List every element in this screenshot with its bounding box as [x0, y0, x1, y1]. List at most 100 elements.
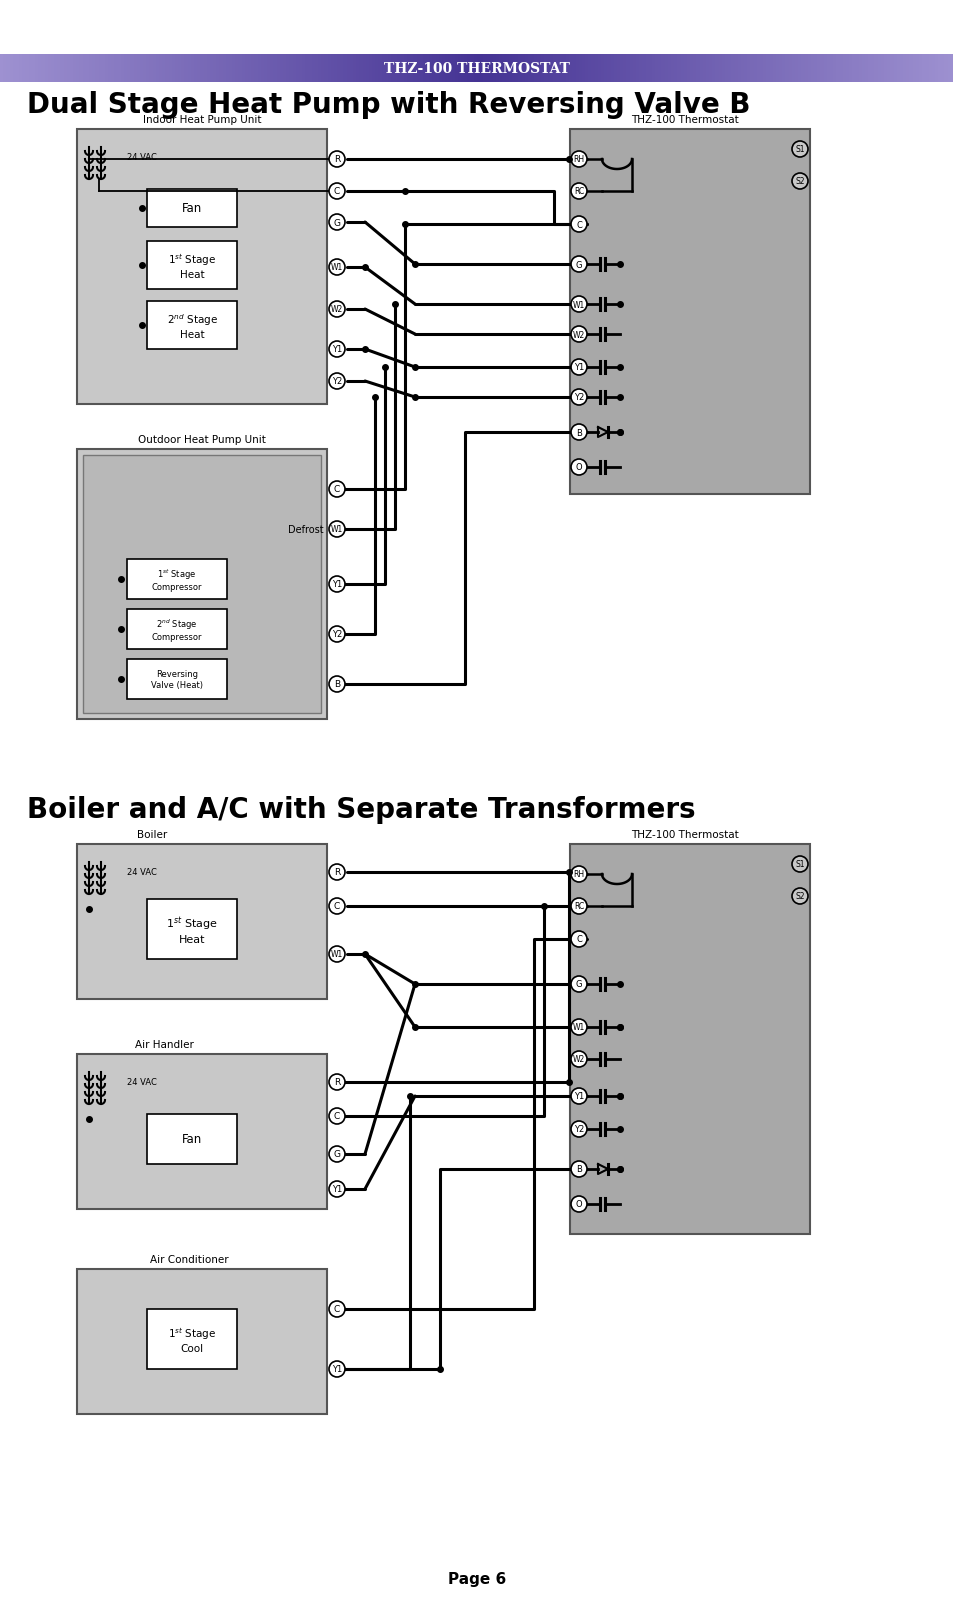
Text: Reversing
Valve (Heat): Reversing Valve (Heat)	[151, 670, 203, 689]
Text: C: C	[334, 902, 340, 910]
Text: C: C	[334, 187, 340, 197]
Text: C: C	[334, 1304, 340, 1314]
Text: 1$^{st}$ Stage
Cool: 1$^{st}$ Stage Cool	[168, 1325, 216, 1353]
Circle shape	[571, 326, 586, 342]
Text: S2: S2	[795, 893, 804, 901]
Circle shape	[329, 626, 345, 642]
Bar	[127, 560, 227, 600]
Text: S2: S2	[795, 178, 804, 186]
Text: G: G	[576, 980, 581, 989]
Text: Fan: Fan	[182, 202, 202, 215]
Bar	[147, 899, 236, 959]
Text: RC: RC	[574, 187, 583, 197]
Circle shape	[329, 1146, 345, 1162]
Circle shape	[791, 174, 807, 190]
Circle shape	[329, 374, 345, 389]
Text: W1: W1	[572, 300, 584, 310]
Circle shape	[329, 1109, 345, 1125]
Circle shape	[571, 976, 586, 993]
Circle shape	[571, 1162, 586, 1177]
Circle shape	[329, 184, 345, 200]
Circle shape	[571, 184, 586, 200]
Circle shape	[571, 216, 586, 232]
Text: G: G	[334, 1149, 340, 1159]
Text: W1: W1	[572, 1023, 584, 1031]
Bar	[77, 1054, 327, 1209]
Text: O: O	[575, 463, 581, 473]
Text: Y1: Y1	[574, 1091, 583, 1101]
Text: W2: W2	[572, 1056, 584, 1064]
Circle shape	[329, 1181, 345, 1198]
Circle shape	[329, 481, 345, 497]
Circle shape	[571, 1088, 586, 1104]
Circle shape	[571, 257, 586, 273]
Text: 24 VAC: 24 VAC	[127, 868, 156, 876]
Circle shape	[571, 424, 586, 441]
Text: Fan: Fan	[182, 1133, 202, 1146]
Circle shape	[329, 521, 345, 537]
Circle shape	[329, 899, 345, 915]
Text: 2$^{nd}$ Stage
Heat: 2$^{nd}$ Stage Heat	[167, 312, 217, 339]
Text: RC: RC	[574, 902, 583, 910]
Text: 1$^{st}$ Stage
Heat: 1$^{st}$ Stage Heat	[166, 915, 217, 944]
Circle shape	[791, 142, 807, 158]
Text: Y2: Y2	[332, 629, 342, 639]
Circle shape	[329, 865, 345, 881]
Text: R: R	[334, 1078, 340, 1086]
Text: Defrost: Defrost	[288, 525, 324, 534]
Text: Y1: Y1	[332, 1365, 342, 1374]
Text: C: C	[334, 1112, 340, 1120]
Circle shape	[329, 676, 345, 692]
Bar	[147, 190, 236, 228]
Text: RH: RH	[573, 870, 584, 880]
Text: B: B	[576, 428, 581, 437]
Bar	[569, 129, 809, 495]
Text: Air Handler: Air Handler	[135, 1039, 193, 1049]
Text: C: C	[334, 486, 340, 494]
Bar	[83, 455, 320, 713]
Text: Indoor Heat Pump Unit: Indoor Heat Pump Unit	[143, 115, 261, 124]
Circle shape	[571, 360, 586, 376]
Circle shape	[571, 1196, 586, 1212]
Bar	[127, 660, 227, 699]
Text: Page 6: Page 6	[447, 1572, 506, 1587]
Text: Y1: Y1	[332, 1185, 342, 1194]
Text: W1: W1	[331, 263, 343, 273]
Circle shape	[571, 1020, 586, 1035]
Circle shape	[571, 152, 586, 168]
Circle shape	[329, 302, 345, 318]
Text: 24 VAC: 24 VAC	[127, 1078, 156, 1086]
Circle shape	[571, 867, 586, 883]
Text: 2$^{nd}$ Stage
Compressor: 2$^{nd}$ Stage Compressor	[152, 617, 202, 642]
Text: S1: S1	[795, 860, 804, 868]
Bar	[147, 302, 236, 350]
Text: C: C	[576, 935, 581, 944]
Circle shape	[329, 1361, 345, 1377]
Text: C: C	[576, 221, 581, 229]
Text: THZ-100 Thermostat: THZ-100 Thermostat	[631, 115, 739, 124]
Text: G: G	[576, 260, 581, 270]
Circle shape	[571, 1051, 586, 1067]
Text: 1$^{st}$ Stage
Heat: 1$^{st}$ Stage Heat	[168, 252, 216, 279]
Text: W1: W1	[331, 525, 343, 534]
Circle shape	[791, 888, 807, 904]
Circle shape	[329, 1075, 345, 1091]
Circle shape	[329, 215, 345, 231]
Text: W1: W1	[331, 951, 343, 959]
Text: Y2: Y2	[332, 378, 342, 386]
Text: R: R	[334, 868, 340, 876]
Circle shape	[329, 342, 345, 358]
Bar	[147, 1309, 236, 1369]
Circle shape	[571, 460, 586, 476]
Text: THZ-100 Thermostat: THZ-100 Thermostat	[631, 830, 739, 839]
Text: R: R	[334, 155, 340, 165]
Circle shape	[329, 1301, 345, 1317]
Text: B: B	[576, 1165, 581, 1173]
Text: Y2: Y2	[574, 394, 583, 402]
Bar	[77, 844, 327, 999]
Text: Y1: Y1	[332, 345, 342, 355]
Circle shape	[329, 152, 345, 168]
Bar	[77, 129, 327, 405]
Text: W2: W2	[331, 305, 343, 315]
Text: G: G	[334, 218, 340, 228]
